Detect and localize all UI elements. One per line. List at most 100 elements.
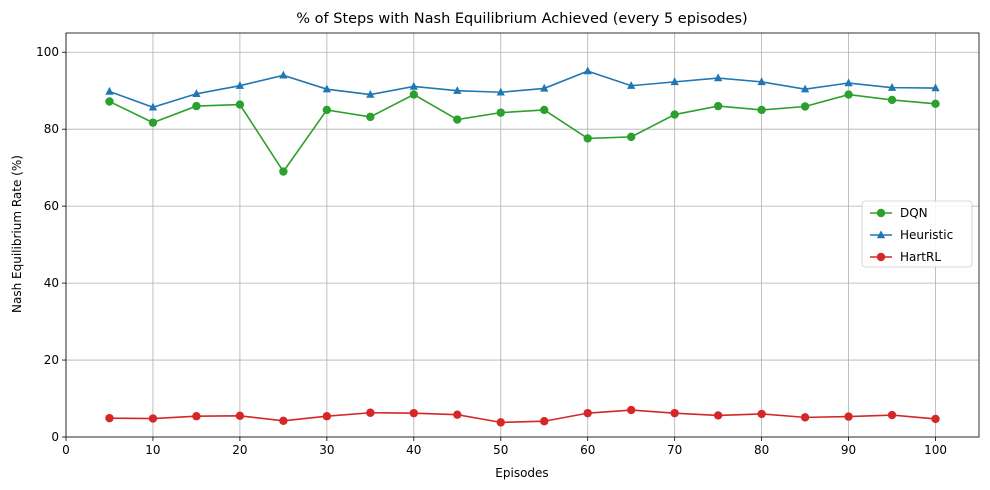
legend-item-hartrl: HartRL	[870, 250, 941, 264]
heuristic-point	[583, 66, 592, 75]
x-tick-label: 60	[580, 443, 595, 457]
y-tick-label: 60	[44, 199, 59, 213]
legend-swatch-marker	[876, 208, 886, 218]
x-axis-label: Episodes	[495, 466, 548, 480]
hartrl-point	[105, 413, 114, 423]
series-dqn	[105, 90, 940, 176]
y-axis-label: Nash Equilibrium Rate (%)	[10, 155, 24, 313]
hartrl-point	[800, 413, 810, 422]
legend-label: HartRL	[900, 250, 941, 264]
heuristic-point	[887, 83, 897, 91]
heuristic-point	[453, 86, 462, 94]
x-axis: 0 10 20 30 40 50 60 70 80 90 100	[62, 437, 947, 457]
legend-item-heuristic: Heuristic	[870, 228, 953, 242]
hartrl-point	[540, 417, 549, 426]
hartrl-point	[409, 408, 419, 418]
hartrl-point	[192, 412, 201, 421]
legend-box	[861, 200, 973, 268]
heuristic-point	[279, 70, 288, 79]
dqn-point	[887, 95, 897, 105]
x-tick-label: 10	[145, 443, 160, 457]
legend-label: DQN	[900, 206, 928, 220]
heuristic-point	[540, 83, 549, 92]
hartrl-point	[887, 410, 897, 420]
heuristic-point	[931, 83, 940, 92]
dqn-point	[800, 102, 810, 111]
legend-swatch-marker	[876, 230, 886, 239]
x-tick-label: 70	[667, 443, 682, 457]
dqn-point	[279, 167, 288, 176]
dqn-point	[148, 118, 158, 127]
grid	[65, 33, 979, 438]
series-hartrl	[105, 405, 940, 427]
heuristic-point	[844, 78, 853, 87]
hartrl-point	[322, 412, 332, 421]
heuristic-point	[148, 102, 158, 111]
dqn-point	[192, 101, 201, 111]
dqn-point	[583, 134, 592, 143]
series-heuristic	[105, 66, 940, 111]
heuristic-point	[192, 89, 201, 98]
x-tick-label: 30	[319, 443, 334, 457]
x-tick-label: 90	[841, 443, 856, 457]
hartrl-point	[496, 418, 505, 427]
x-tick-label: 20	[232, 443, 247, 457]
x-tick-label: 40	[406, 443, 421, 457]
heuristic-point	[627, 81, 636, 89]
dqn-point	[235, 100, 245, 109]
x-tick-label: 100	[924, 443, 947, 457]
plot-frame	[65, 32, 980, 438]
dqn-point	[105, 97, 114, 106]
dqn-line	[109, 93, 936, 173]
chart-title: % of Steps with Nash Equilibrium Achieve…	[296, 11, 747, 27]
hartrl-point	[757, 409, 766, 419]
y-tick-label: 40	[44, 276, 59, 290]
heuristic-point	[409, 81, 418, 90]
dqn-point	[366, 112, 375, 122]
y-tick-label: 20	[44, 353, 59, 367]
hartrl-point	[583, 408, 592, 418]
heuristic-line	[109, 70, 936, 109]
dqn-point	[757, 105, 766, 115]
hartrl-point	[670, 408, 679, 418]
legend-label: Heuristic	[900, 228, 953, 242]
legend-item-dqn: DQN	[870, 206, 928, 220]
hartrl-point	[235, 411, 245, 421]
y-tick-label: 0	[51, 430, 59, 444]
x-tick-label: 80	[754, 443, 769, 457]
hartrl-point	[626, 405, 636, 415]
hartrl-point	[279, 416, 288, 426]
heuristic-point	[757, 77, 766, 86]
dqn-point	[322, 105, 332, 115]
heuristic-point	[800, 84, 810, 93]
heuristic-point	[322, 84, 331, 93]
y-tick-label: 100	[36, 45, 59, 59]
hartrl-point	[148, 414, 158, 423]
heuristic-point	[714, 73, 723, 82]
dqn-point	[844, 90, 853, 99]
hartrl-line	[109, 409, 936, 424]
hartrl-point	[713, 411, 723, 420]
dqn-point	[409, 90, 419, 99]
dqn-point	[670, 110, 679, 119]
dqn-point	[540, 105, 549, 115]
series-layer	[105, 66, 940, 427]
heuristic-point	[235, 81, 245, 89]
hartrl-point	[931, 414, 940, 424]
hartrl-point	[366, 408, 375, 417]
dqn-point	[496, 108, 505, 117]
legend-swatch-marker	[876, 252, 886, 262]
y-axis: 0 20 40 60 80 100	[36, 45, 66, 444]
heuristic-point	[670, 77, 679, 86]
dqn-point	[453, 115, 462, 124]
x-tick-label: 0	[62, 443, 70, 457]
x-tick-label: 50	[493, 443, 508, 457]
heuristic-point	[366, 89, 375, 98]
legend: DQN Heuristic HartRL	[861, 200, 973, 268]
dqn-point	[713, 101, 723, 111]
heuristic-point	[496, 87, 505, 96]
hartrl-point	[453, 410, 462, 419]
dqn-point	[626, 132, 636, 142]
dqn-point	[931, 99, 940, 108]
